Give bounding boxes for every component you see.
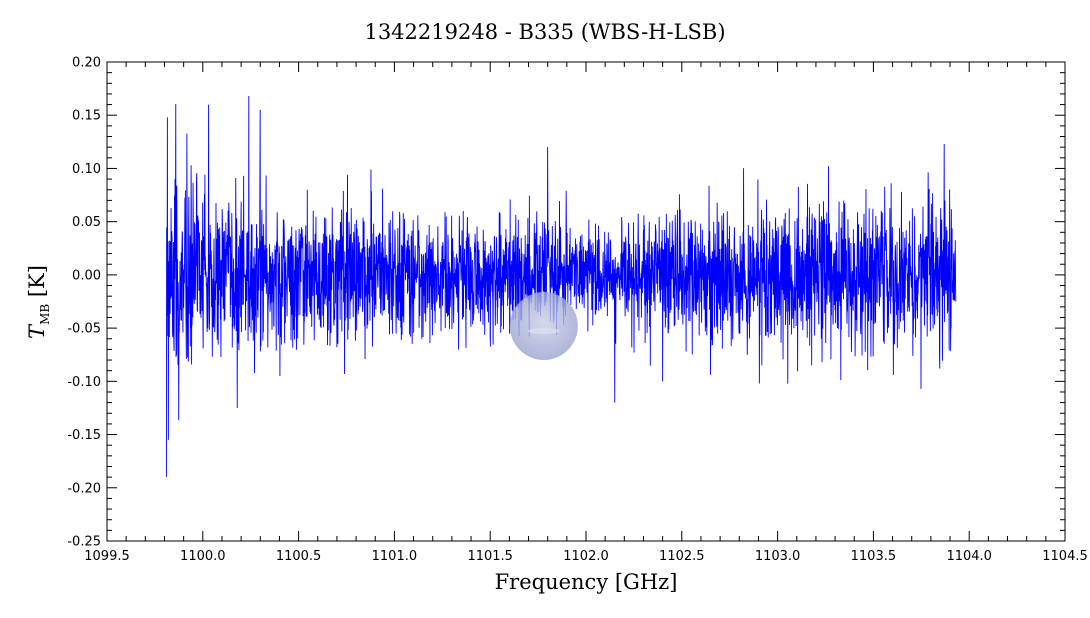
y-axis-label-symbol: T	[25, 323, 49, 339]
y-tick-label: -0.10	[67, 375, 101, 390]
y-tick-label: -0.05	[67, 322, 101, 337]
watermark-logo-glyph	[527, 327, 560, 334]
x-axis-label: Frequency [GHz]	[495, 570, 678, 594]
x-tick-label: 1103.5	[851, 549, 897, 564]
y-tick-label: -0.25	[67, 535, 101, 550]
y-tick-label: 0.10	[72, 162, 101, 177]
x-tick-label: 1099.5	[84, 549, 130, 564]
y-tick-label: 0.00	[72, 268, 101, 283]
x-tick-label: 1104.0	[946, 549, 992, 564]
y-tick-label: 0.20	[72, 56, 101, 71]
x-tick-label: 1101.5	[467, 549, 513, 564]
x-tick-label: 1104.5	[1042, 549, 1088, 564]
series-layer	[165, 96, 957, 478]
x-tick-label: 1100.5	[276, 549, 322, 564]
chart-title: 1342219248 - B335 (WBS-H-LSB)	[364, 20, 725, 44]
spectrum-line	[165, 96, 957, 478]
y-tick-label: 0.15	[72, 109, 101, 124]
y-axis-label-subscript: MB	[38, 304, 52, 325]
x-tick-label: 1103.0	[755, 549, 801, 564]
watermark-logo	[509, 291, 578, 360]
x-tick-label: 1101.0	[372, 549, 418, 564]
y-tick-label: 0.05	[72, 215, 101, 230]
y-tick-label: -0.15	[67, 428, 101, 443]
y-axis-label-unit: [K]	[25, 265, 49, 304]
x-tick-label: 1102.0	[563, 549, 609, 564]
y-axis: 0.20 0.15 0.10 0.05 0.00 -0.05 -0.10 -0.15 -0.20…	[67, 56, 1065, 550]
y-tick-label: -0.20	[67, 481, 101, 496]
x-tick-label: 1100.0	[180, 549, 226, 564]
y-axis-label: TMB [K]	[25, 265, 52, 339]
x-tick-label: 1102.5	[659, 549, 705, 564]
x-axis: 1099.5 1100.0 1100.5 1101.0 1101.5 1102.0 1102…	[84, 62, 1088, 564]
